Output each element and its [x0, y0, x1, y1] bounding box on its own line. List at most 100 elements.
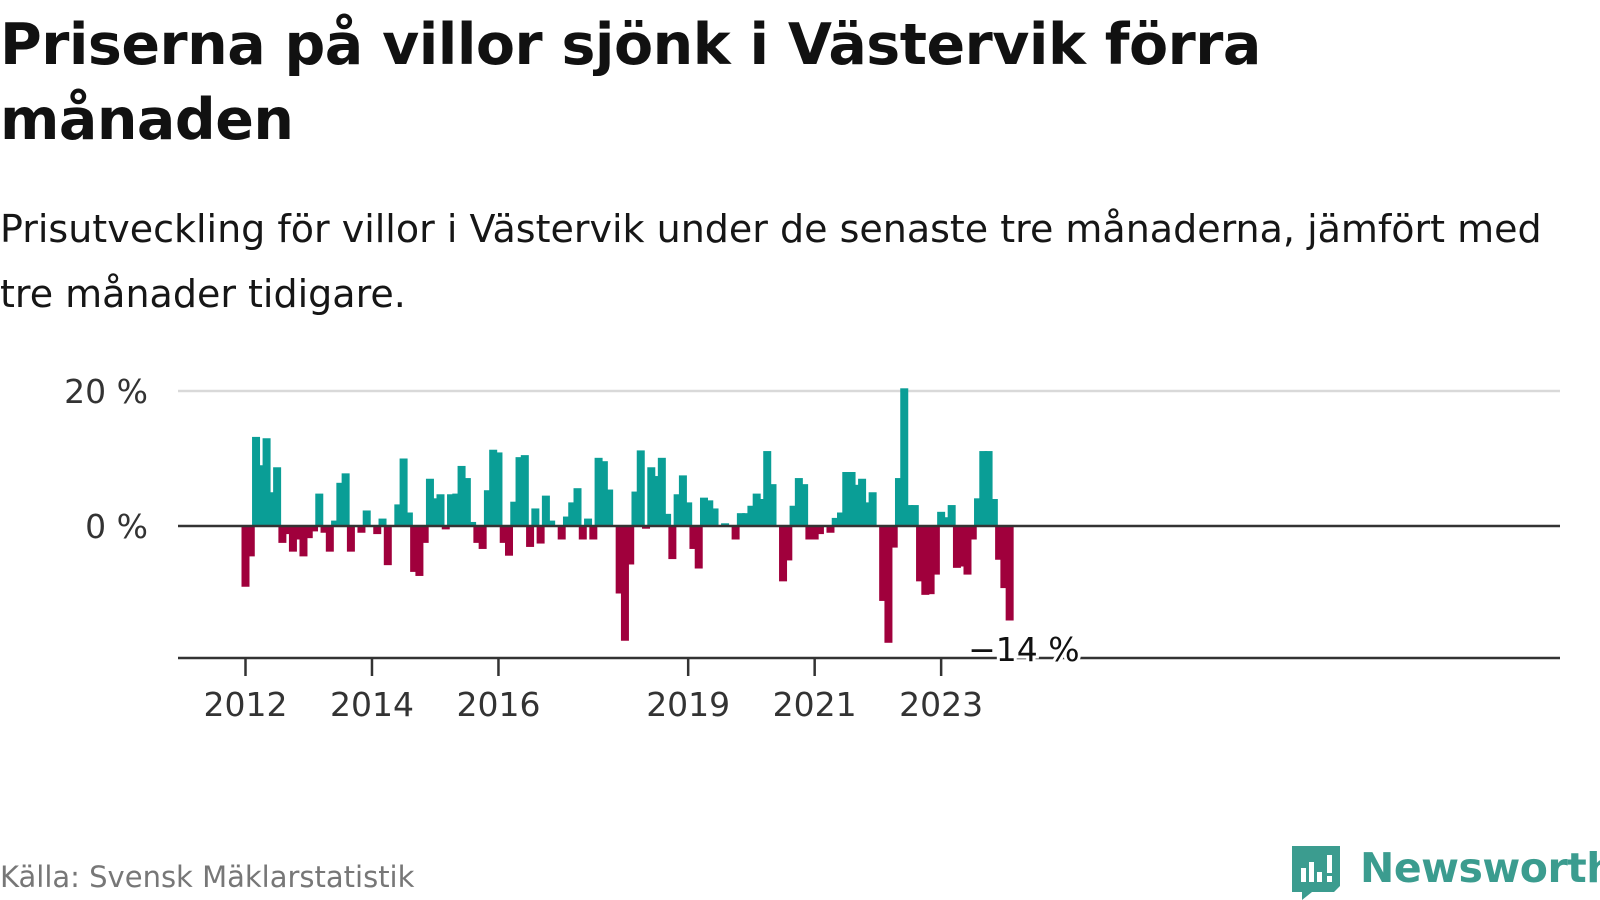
- bar: [304, 526, 313, 539]
- bar: [784, 526, 793, 561]
- bar: [989, 499, 998, 526]
- bar: [573, 488, 582, 526]
- bar: [926, 526, 935, 595]
- bars: [241, 388, 1014, 643]
- bar: [689, 526, 698, 549]
- bar: [373, 526, 382, 535]
- bar: [657, 457, 666, 526]
- bar: [731, 526, 740, 540]
- bar: [858, 478, 867, 526]
- bar: [415, 526, 424, 576]
- bar: [505, 526, 513, 556]
- bar: [673, 494, 682, 526]
- bar: [768, 484, 777, 526]
- bar: [362, 510, 371, 526]
- bar: [420, 526, 429, 543]
- labels: 20 % 0 % 2012 2014 2016 2019 2021 2023 −14 %: [64, 372, 1082, 724]
- bar: [310, 526, 319, 532]
- bar: [921, 526, 930, 595]
- bar: [721, 523, 730, 526]
- bar: [736, 513, 745, 526]
- bar: [499, 526, 508, 543]
- x-tick-label: 2019: [646, 685, 730, 724]
- bar: [473, 526, 482, 543]
- bar: [262, 438, 271, 526]
- bar: [742, 513, 751, 526]
- bar: [468, 521, 477, 526]
- bar: [547, 520, 556, 526]
- y-tick-label: 20 %: [64, 372, 148, 411]
- bar: [568, 502, 577, 527]
- bar: [410, 526, 419, 572]
- bar: [684, 502, 693, 527]
- bar: [705, 500, 714, 526]
- bar: [984, 451, 993, 526]
- bar: [531, 508, 540, 526]
- bar: [241, 526, 250, 587]
- bar: [620, 526, 629, 641]
- bar: [763, 451, 772, 526]
- bar: [526, 526, 535, 547]
- bar: [394, 504, 403, 526]
- bar: [884, 526, 893, 643]
- bar: [584, 518, 593, 527]
- bar: [494, 452, 503, 527]
- bar: [636, 450, 645, 526]
- bar: [800, 484, 809, 526]
- bar: [968, 526, 977, 540]
- bar: [283, 526, 292, 535]
- bar: [489, 449, 498, 527]
- bar: [1000, 526, 1009, 589]
- bar: [626, 526, 635, 565]
- bar: [331, 520, 340, 526]
- bar: [952, 526, 961, 568]
- bar: [668, 526, 677, 560]
- bar: [436, 494, 445, 526]
- bar: [589, 526, 598, 540]
- bar: [958, 526, 967, 567]
- bar: [462, 478, 471, 526]
- bar: [652, 476, 661, 526]
- bar: [404, 512, 413, 526]
- bar: [447, 494, 456, 526]
- chart-subtitle: Prisutveckling för villor i Västervik un…: [0, 207, 1542, 316]
- bar: [752, 493, 761, 526]
- bar: [510, 501, 519, 526]
- bar: [336, 482, 345, 526]
- bar: [346, 526, 355, 552]
- bar: [678, 475, 687, 527]
- bar: [905, 505, 914, 526]
- x-tick-label: 2016: [456, 685, 540, 724]
- bar: [515, 457, 524, 526]
- bar: [694, 526, 703, 569]
- bar: [441, 526, 450, 530]
- bar: [452, 493, 461, 526]
- bar: [942, 517, 951, 527]
- bar: [246, 526, 255, 557]
- bar: [889, 526, 898, 548]
- bar: [615, 526, 624, 594]
- source-note: Källa: Svensk Mäklarstatistik: [0, 860, 415, 894]
- bar: [599, 461, 608, 526]
- bar: [710, 508, 719, 526]
- bar: [457, 465, 466, 527]
- axes: [178, 524, 1560, 676]
- bar: [842, 472, 851, 526]
- y-tick-label: 0 %: [85, 507, 148, 546]
- bar: [431, 498, 440, 526]
- bar: [483, 490, 492, 526]
- bar: [815, 526, 824, 535]
- bar: [642, 526, 651, 529]
- last-value-label: −14 %: [968, 630, 1080, 669]
- bar: [789, 505, 798, 526]
- bar: [794, 478, 803, 526]
- bar: [357, 526, 366, 533]
- bar: [257, 465, 266, 526]
- chart-title: Priserna på villor sjönk i Västervik för…: [0, 12, 1261, 153]
- bar: [320, 526, 329, 533]
- bar: [826, 526, 835, 533]
- bar: [831, 517, 840, 526]
- bar: [847, 472, 856, 526]
- bar: [399, 458, 408, 526]
- bar: [868, 492, 877, 526]
